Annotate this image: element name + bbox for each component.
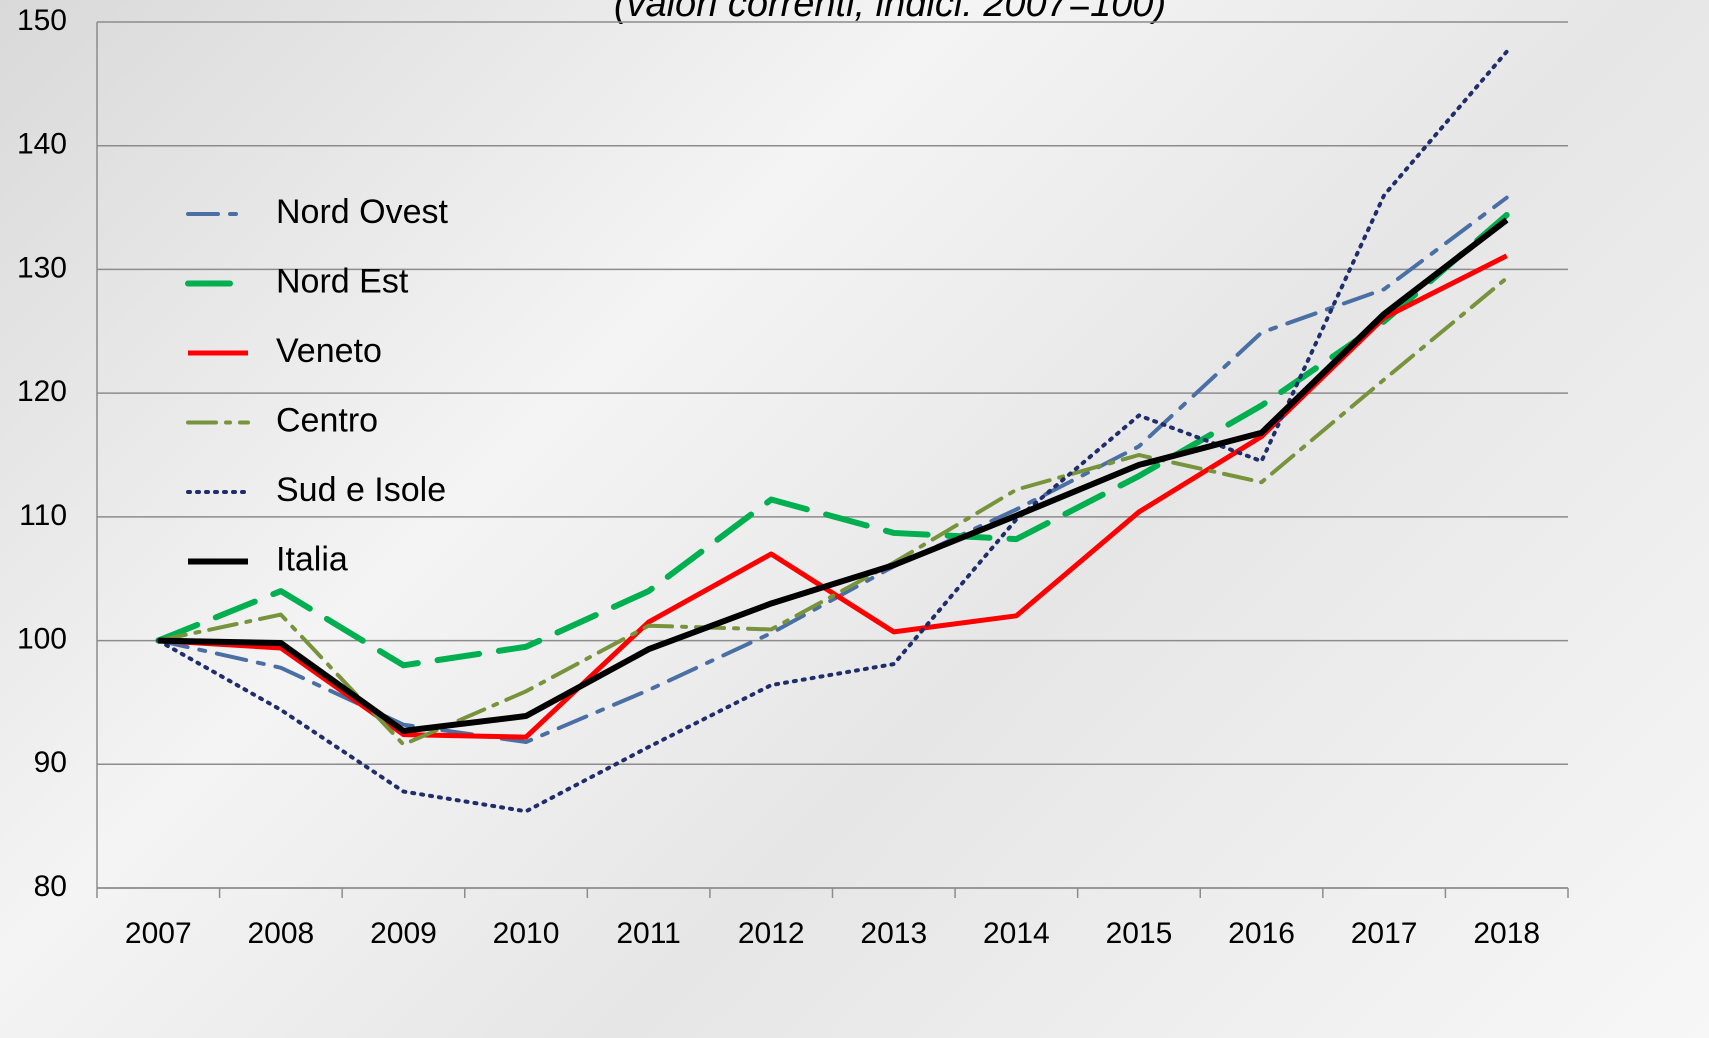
legend-label: Centro bbox=[276, 401, 378, 439]
x-tick-label: 2011 bbox=[616, 917, 681, 950]
y-tick-label: 100 bbox=[17, 622, 67, 655]
x-tick-label: 2018 bbox=[1473, 917, 1540, 950]
legend-label: Italia bbox=[276, 540, 348, 578]
y-tick-label: 120 bbox=[17, 375, 67, 408]
x-tick-label: 2010 bbox=[493, 917, 560, 950]
x-tick-label: 2014 bbox=[983, 917, 1050, 950]
legend-label: Veneto bbox=[276, 332, 382, 370]
series-line bbox=[156, 276, 1509, 747]
series-line bbox=[158, 217, 1509, 734]
x-tick-label: 2007 bbox=[125, 917, 192, 950]
legend-label: Nord Est bbox=[276, 262, 409, 300]
x-tick-label: 2015 bbox=[1106, 917, 1173, 950]
x-tick-label: 2008 bbox=[248, 917, 315, 950]
y-tick-label: 110 bbox=[19, 499, 67, 532]
x-tick-label: 2012 bbox=[738, 917, 805, 950]
x-tick-label: 2017 bbox=[1351, 917, 1418, 950]
y-tick-label: 80 bbox=[34, 870, 67, 903]
chart-subtitle: (valori correnti; indici: 2007=100) bbox=[614, 0, 1166, 25]
y-tick-label: 90 bbox=[34, 746, 67, 779]
series-line bbox=[155, 211, 1510, 669]
x-tick-label: 2009 bbox=[370, 917, 437, 950]
legend-label: Sud e Isole bbox=[276, 471, 446, 509]
x-tick-label: 2016 bbox=[1228, 917, 1295, 950]
legend-label: Nord Ovest bbox=[276, 193, 448, 231]
y-tick-label: 140 bbox=[17, 128, 67, 161]
x-tick-label: 2013 bbox=[860, 917, 927, 950]
y-tick-label: 130 bbox=[17, 251, 67, 284]
y-tick-label: 150 bbox=[17, 4, 67, 37]
